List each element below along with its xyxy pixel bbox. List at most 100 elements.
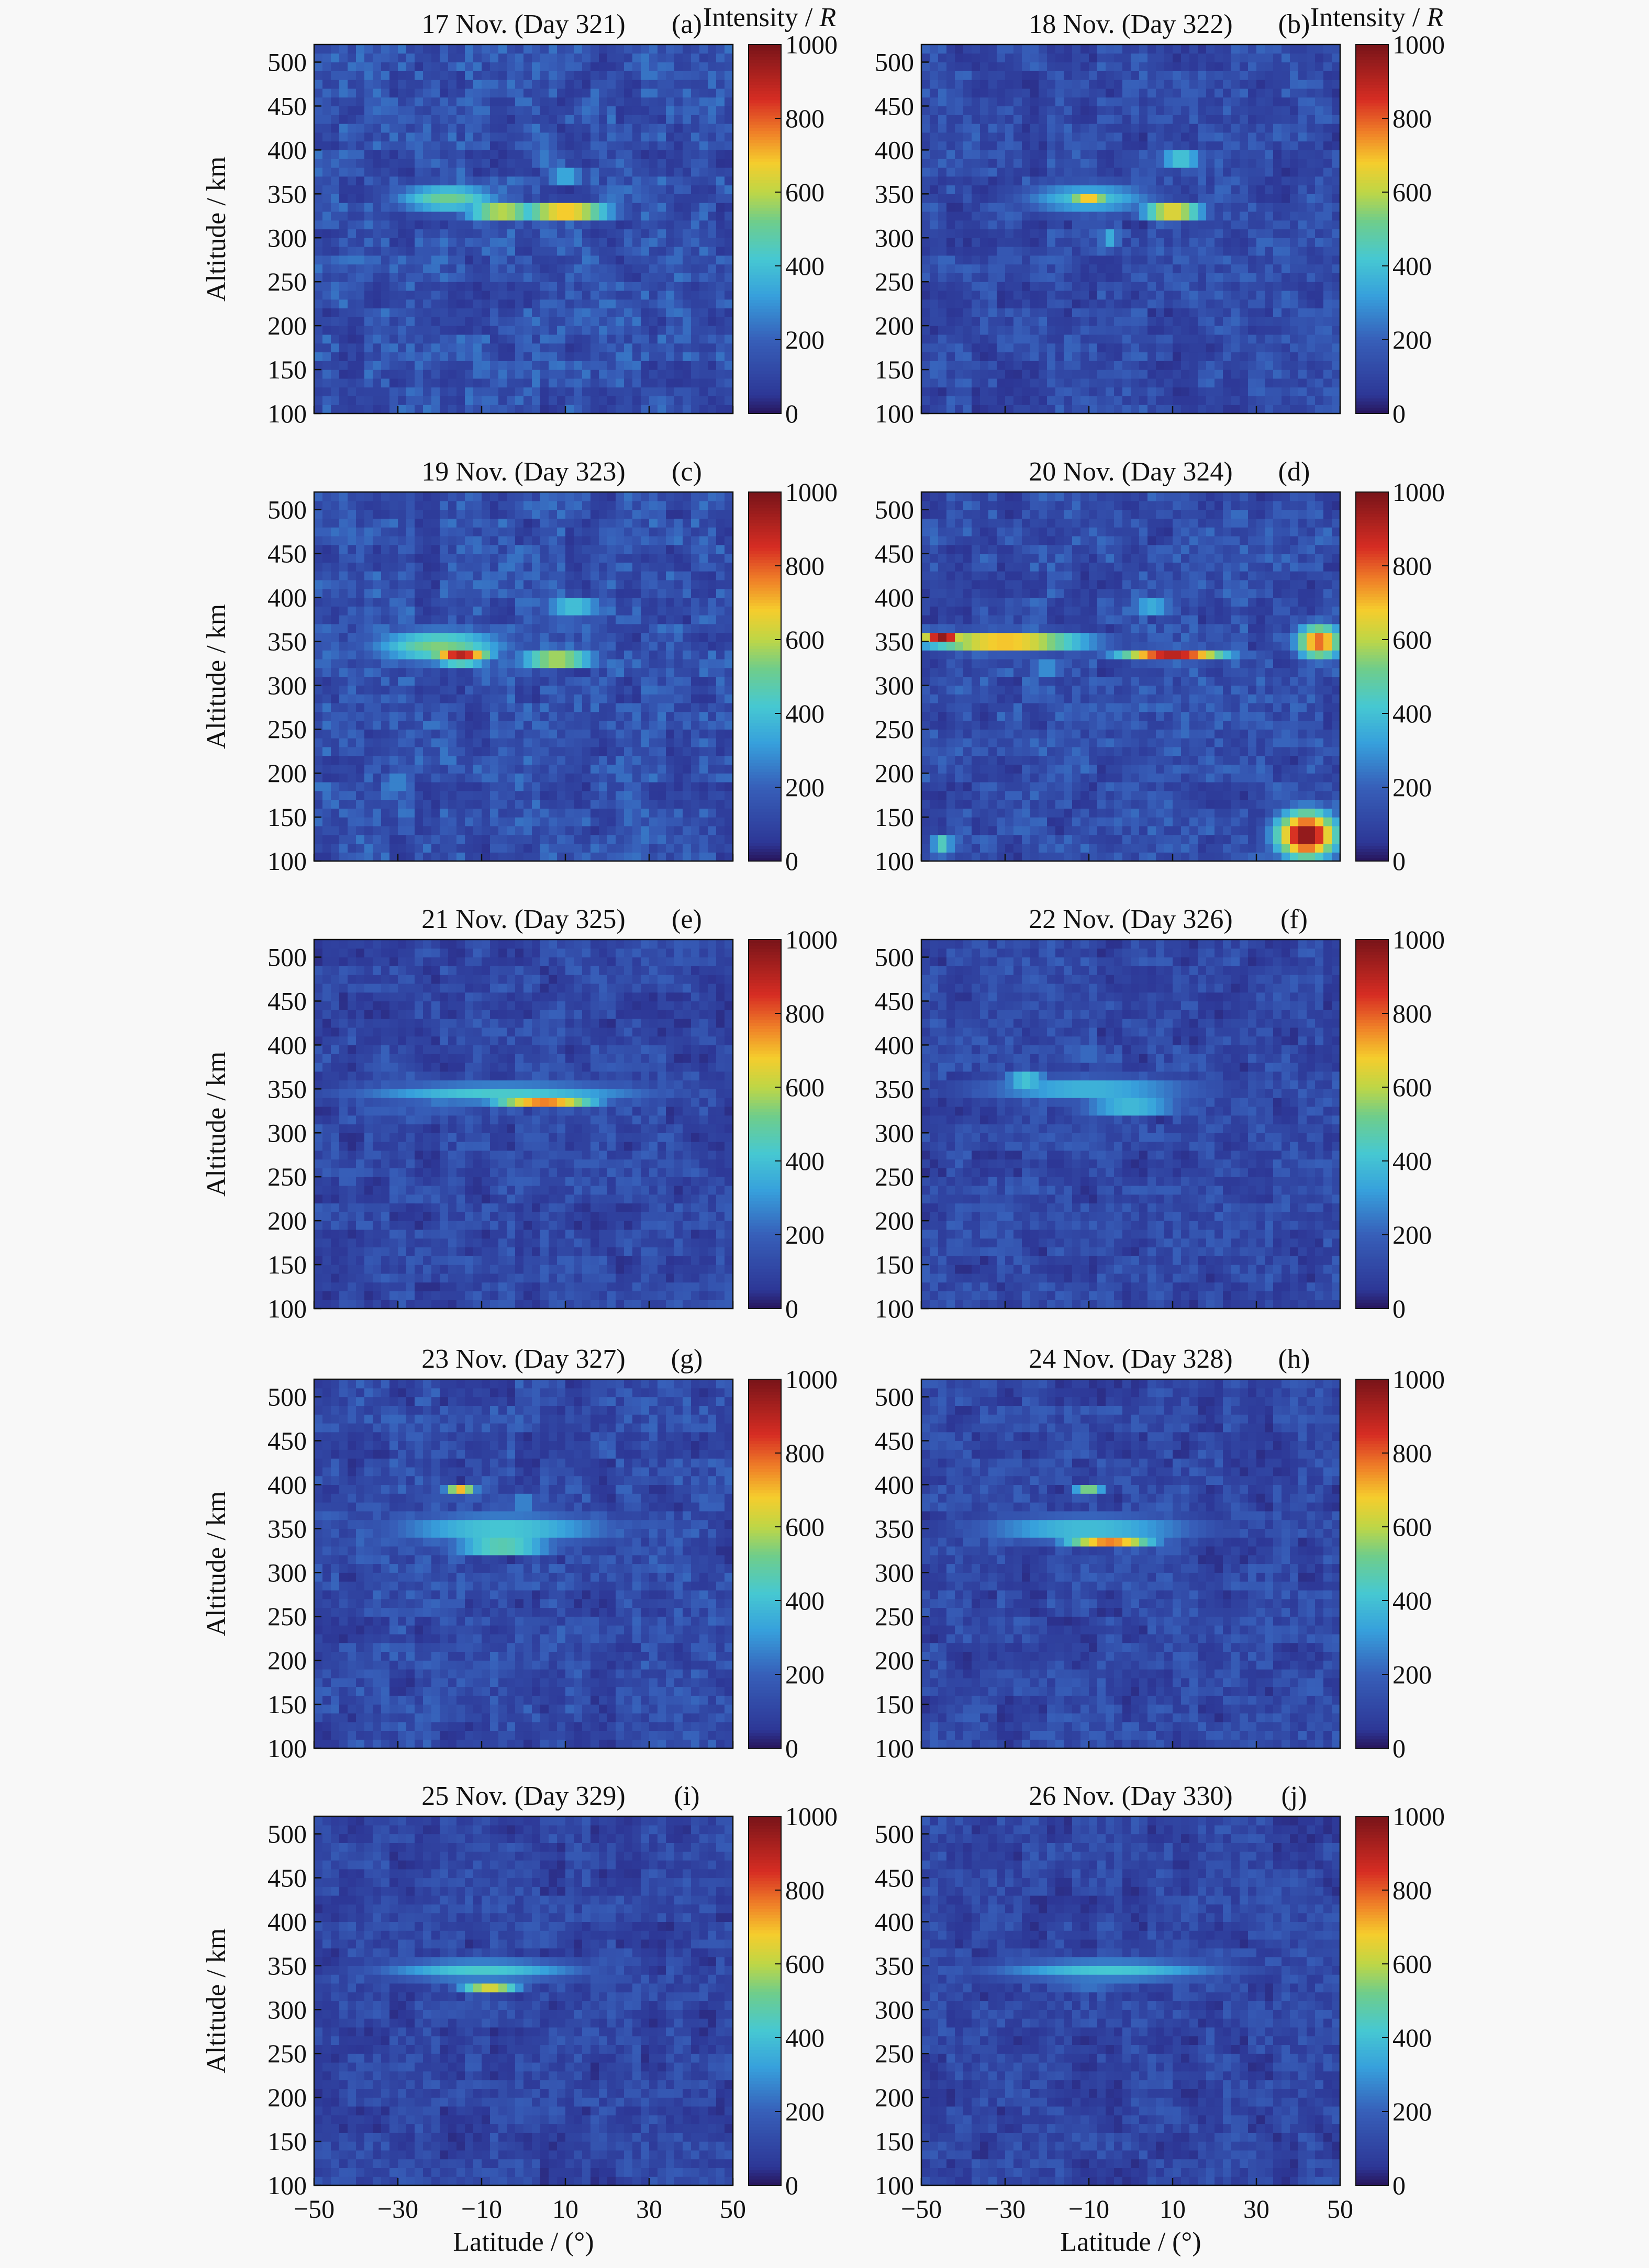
heatmap-cell — [373, 370, 382, 379]
colorbar-segment — [1356, 103, 1388, 107]
heatmap-cell — [322, 124, 331, 133]
heatmap-cell — [431, 194, 440, 203]
heatmap-cell — [1147, 396, 1156, 405]
heatmap-cell — [1022, 150, 1031, 159]
heatmap-cell — [683, 326, 692, 335]
heatmap-cell — [1248, 273, 1257, 282]
heatmap-cell — [658, 334, 666, 344]
y-tick-label: 300 — [268, 223, 307, 252]
heatmap-cell — [1156, 132, 1165, 142]
heatmap-cell — [1131, 396, 1140, 405]
heatmap-cell — [1298, 80, 1307, 89]
heatmap-cell — [955, 317, 964, 326]
heatmap-cell — [972, 299, 981, 309]
heatmap-cell — [963, 44, 972, 54]
heatmap-cell — [1256, 343, 1265, 353]
heatmap-cell — [1315, 106, 1324, 115]
heatmap-cell — [641, 291, 650, 300]
heatmap-cell — [1173, 378, 1182, 388]
heatmap-cell — [532, 370, 541, 379]
heatmap-cell — [1122, 132, 1131, 142]
heatmap-cell — [683, 106, 692, 115]
heatmap-cell — [1189, 167, 1198, 177]
heatmap-cell — [1139, 352, 1148, 361]
heatmap-cell — [1189, 326, 1198, 335]
heatmap-cell — [1030, 88, 1039, 98]
heatmap-cell — [1055, 97, 1064, 107]
heatmap-cell — [381, 667, 390, 677]
heatmap-cell — [691, 150, 700, 159]
heatmap-cell — [339, 790, 348, 800]
heatmap-cell — [1189, 44, 1198, 54]
heatmap-cell — [440, 405, 449, 414]
heatmap-cell — [963, 141, 972, 151]
heatmap-cell — [1181, 247, 1190, 256]
heatmap-cell — [1080, 88, 1089, 98]
heatmap-cell — [557, 185, 566, 194]
heatmap-cell — [980, 352, 989, 361]
heatmap-cell — [649, 282, 658, 291]
heatmap-cell — [557, 396, 566, 405]
heatmap-cell — [1147, 229, 1156, 238]
heatmap-cell — [389, 361, 398, 370]
heatmap-cell — [1080, 282, 1089, 291]
heatmap-cell — [532, 317, 541, 326]
heatmap-cell — [331, 711, 340, 721]
colorbar-segment — [749, 180, 781, 183]
heatmap-cell — [549, 229, 558, 238]
heatmap-cell — [1315, 211, 1324, 221]
heatmap-cell — [314, 588, 323, 598]
heatmap-cell — [423, 255, 432, 265]
heatmap-cell — [725, 44, 733, 54]
heatmap-cell — [1265, 273, 1274, 282]
heatmap-cell — [641, 238, 650, 247]
heatmap-cell — [699, 334, 708, 344]
heatmap-cell — [1122, 97, 1131, 107]
heatmap-cell — [1206, 317, 1215, 326]
heatmap-cell — [1307, 132, 1316, 142]
heatmap-cell — [1173, 211, 1182, 221]
heatmap-cell — [1005, 185, 1014, 194]
heatmap-cell — [523, 405, 532, 414]
heatmap-cell — [616, 264, 625, 274]
colorbar-tick-label: 0 — [1392, 399, 1406, 428]
heatmap-cell — [1005, 361, 1014, 370]
colorbar-segment — [749, 207, 781, 211]
heatmap-cell — [565, 88, 574, 98]
heatmap-cell — [532, 308, 541, 317]
heatmap-cell — [473, 194, 482, 203]
heatmap-cell — [1039, 211, 1048, 221]
heatmap-cell — [1097, 167, 1106, 177]
heatmap-cell — [955, 334, 964, 344]
heatmap-cell — [364, 150, 373, 159]
heatmap-cell — [666, 185, 675, 194]
heatmap-cell — [1282, 176, 1290, 186]
heatmap-cell — [599, 405, 608, 414]
heatmap-cell — [590, 220, 599, 230]
heatmap-cell — [1131, 343, 1140, 353]
heatmap-cell — [1030, 44, 1039, 54]
heatmap-cell — [348, 694, 356, 703]
heatmap-cell — [666, 308, 675, 317]
heatmap-cell — [381, 80, 390, 89]
heatmap-cell — [523, 273, 532, 282]
heatmap-cell — [1256, 291, 1265, 300]
heatmap-cell — [465, 247, 474, 256]
heatmap-cell — [356, 308, 365, 317]
heatmap-cell — [658, 273, 666, 282]
heatmap-cell — [1114, 185, 1123, 194]
heatmap-cell — [557, 299, 566, 309]
colorbar-segment — [1356, 235, 1388, 239]
heatmap-cell — [415, 53, 424, 63]
heatmap-cell — [348, 211, 356, 221]
heatmap-cell — [490, 44, 499, 54]
colorbar-segment — [1356, 44, 1388, 48]
heatmap-cell — [373, 71, 382, 80]
heatmap-cell — [565, 185, 574, 194]
heatmap-cell — [322, 834, 331, 844]
heatmap-cell — [348, 773, 356, 783]
heatmap-cell — [339, 282, 348, 291]
heatmap-cell — [440, 308, 449, 317]
heatmap-cell — [1156, 238, 1165, 247]
